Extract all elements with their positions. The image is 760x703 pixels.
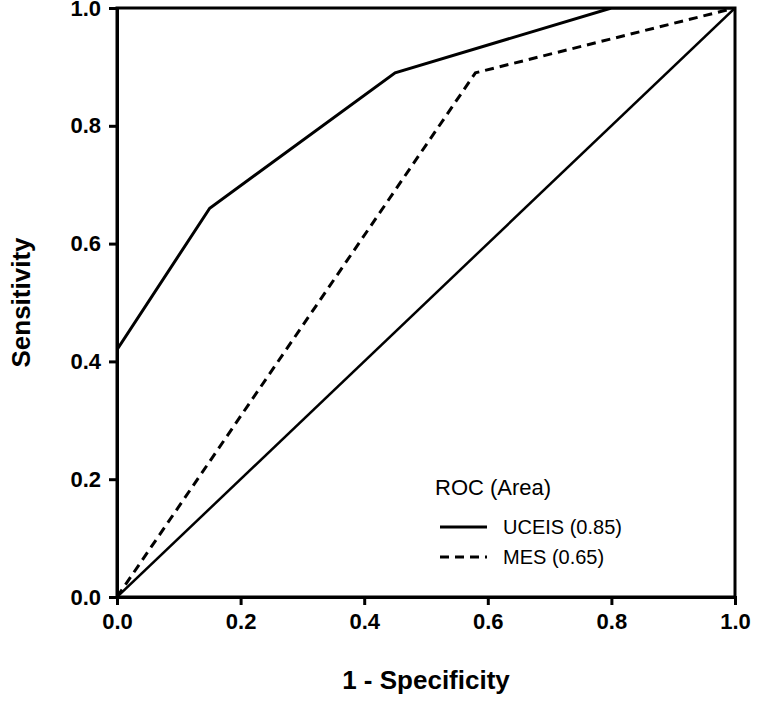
reference-line	[117, 8, 735, 597]
tick-label: 0.8	[597, 609, 628, 634]
plot-frame	[117, 8, 735, 597]
tick-label: 0.4	[349, 609, 380, 634]
tick: 0.6	[473, 597, 504, 634]
tick-label: 0.0	[70, 585, 101, 610]
tick: 0.2	[70, 467, 117, 492]
tick-label: 1.0	[70, 0, 101, 21]
y-axis: 0.0 0.2 0.4 0.6 0.8 1.0	[70, 0, 117, 610]
tick-label: 0.6	[473, 609, 504, 634]
tick: 0.2	[226, 597, 257, 634]
tick-label: 0.2	[226, 609, 257, 634]
x-axis-title: 1 - Specificity	[342, 665, 510, 695]
x-axis: 0.0 0.2 0.4 0.6 0.8 1.0	[102, 597, 751, 634]
legend-title: ROC (Area)	[435, 475, 551, 500]
series-group	[117, 8, 735, 597]
tick: 1.0	[720, 597, 751, 634]
tick-label: 0.0	[102, 609, 133, 634]
tick-label: 0.4	[70, 349, 101, 374]
legend-swatch	[440, 556, 487, 559]
series-line	[117, 8, 735, 597]
tick-label: 0.8	[70, 113, 101, 138]
chart: 0.0 0.2 0.4 0.6 0.8 1.0 0.0 0.2 0.4 0.6 0.8 1.0 ROC …	[0, 0, 760, 703]
tick-label: 0.2	[70, 467, 101, 492]
y-axis-title: Sensitivity	[6, 237, 36, 368]
legend-label: MES (0.65)	[503, 546, 604, 568]
tick: 0.8	[70, 113, 117, 138]
tick: 0.6	[70, 231, 117, 256]
legend: ROC (Area) UCEIS (0.85) MES (0.65)	[435, 475, 622, 568]
tick: 0.4	[349, 597, 380, 634]
plot: 0.0 0.2 0.4 0.6 0.8 1.0 0.0 0.2 0.4 0.6 0.8 1.0 ROC …	[70, 0, 750, 634]
tick: 0.0	[70, 585, 117, 610]
tick: 0.4	[70, 349, 117, 374]
tick-label: 0.6	[70, 231, 101, 256]
tick: 0.0	[102, 597, 133, 634]
series-line	[117, 8, 735, 597]
tick: 0.8	[597, 597, 628, 634]
legend-label: UCEIS (0.85)	[503, 516, 622, 538]
legend-swatch	[440, 526, 487, 529]
tick-label: 1.0	[720, 609, 751, 634]
axis-line	[118, 598, 736, 606]
tick: 1.0	[70, 0, 117, 21]
